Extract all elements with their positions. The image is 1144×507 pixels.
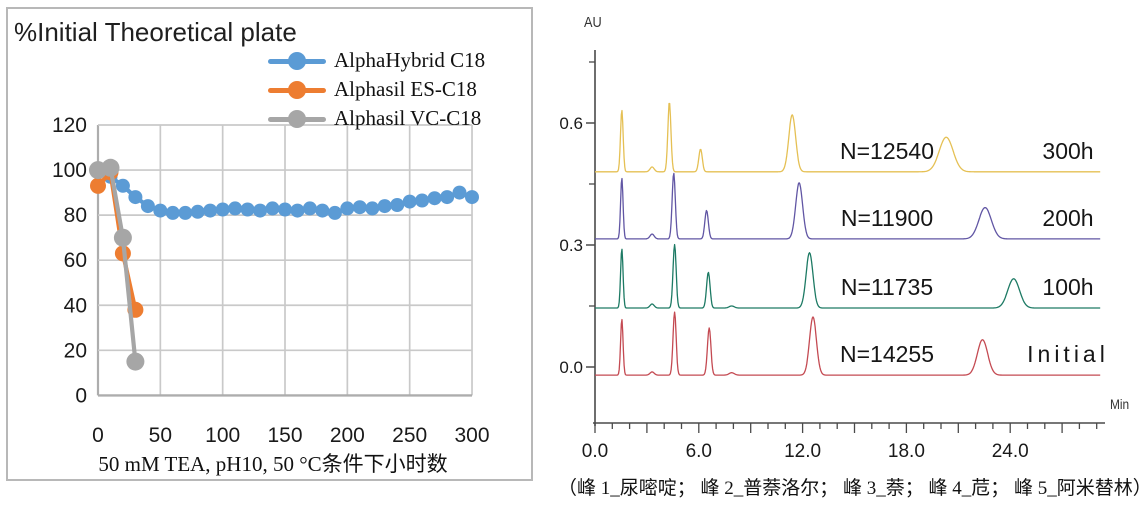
y-tick-label: 120 [52, 114, 87, 137]
x-tick-label: 250 [392, 424, 427, 447]
data-point-marker [315, 203, 330, 218]
data-point-marker [465, 190, 479, 205]
x-tick-label: 6.0 [686, 441, 712, 462]
chart-title: %Initial Theoretical plate [14, 17, 297, 47]
plate-count-label: N=11735 [841, 274, 933, 300]
x-tick-label: 0 [92, 424, 104, 447]
data-point-marker [415, 193, 430, 208]
x-tick-label: 0.0 [582, 441, 608, 462]
x-tick-label: 200 [330, 424, 365, 447]
x-tick-label: 24.0 [992, 441, 1029, 462]
chromatogram-panel: 0.0 0.3 0.6 0.0 6.0 12.0 18.0 24.0 N=12540 300h N=… [540, 0, 1144, 507]
data-point-marker [153, 203, 168, 218]
data-point-marker [140, 199, 155, 214]
y-axis-unit-label: AU [584, 14, 602, 31]
data-point-marker [165, 205, 180, 220]
chromatogram-trace-200h [595, 172, 1101, 240]
data-point-marker [265, 201, 280, 216]
data-point-marker [302, 201, 317, 216]
y-tick-label: 60 [64, 249, 87, 272]
y-tick-label: 0 [75, 384, 87, 407]
data-point-marker [178, 205, 193, 220]
data-point-marker [203, 203, 218, 218]
legend-label: AlphaHybrid C18 [334, 48, 486, 72]
legend-item-alphahybrid-c18: AlphaHybrid C18 [268, 46, 485, 75]
data-point-marker [228, 201, 243, 216]
data-point-marker [340, 201, 355, 216]
data-point-marker [402, 194, 417, 209]
legend-marker-icon [268, 51, 326, 70]
data-point-marker [253, 203, 268, 218]
trace-time-label: 100h [1042, 274, 1093, 300]
chromatogram-trace-300h [595, 102, 1101, 173]
legend-dot [288, 51, 306, 70]
legend-dot [288, 109, 306, 128]
y-tick-label: 20 [64, 339, 87, 362]
data-point-marker [90, 177, 106, 194]
data-point-marker [352, 200, 367, 215]
data-point-marker [215, 202, 230, 217]
trace-time-label: Initial [1027, 341, 1109, 367]
data-point-marker [390, 198, 405, 212]
y-tick-label: 100 [52, 159, 87, 182]
theoretical-plate-chart: 0 20 40 60 80 100 120 0 50 100 150 200 250 300 %Initi… [6, 7, 533, 481]
data-point-marker [113, 228, 132, 247]
data-point-marker [440, 190, 455, 205]
y-tick-label: 0.3 [559, 236, 583, 255]
legend-dot [288, 80, 306, 99]
data-point-marker [377, 199, 392, 214]
x-axis-unit-label: Min [1110, 396, 1130, 412]
data-point-marker [240, 202, 255, 217]
data-point-marker [101, 158, 120, 177]
data-point-marker [290, 203, 305, 218]
x-tick-label: 100 [205, 424, 240, 447]
plate-count-label: N=11900 [841, 205, 933, 231]
y-tick-label: 80 [64, 204, 87, 227]
plate-chart-plot: 0 20 40 60 80 100 120 0 50 100 150 200 250 300 [52, 114, 490, 447]
trace-time-label: 200h [1042, 205, 1093, 231]
x-tick-label: 18.0 [888, 441, 925, 462]
y-tick-label: 0.6 [559, 114, 583, 133]
legend-marker-icon [268, 109, 326, 128]
data-point-marker [452, 185, 467, 200]
data-point-marker [278, 202, 292, 217]
data-point-marker [427, 191, 442, 206]
x-tick-label: 50 [149, 424, 172, 447]
x-tick-label: 300 [454, 424, 489, 447]
x-tick-label: 150 [267, 424, 302, 447]
data-point-marker [115, 178, 130, 193]
data-point-marker [365, 201, 380, 216]
legend-label: Alphasil VC-C18 [334, 106, 482, 130]
trace-time-label: 300h [1042, 138, 1093, 164]
peak-identification-caption: （峰 1_尿嘧啶； 峰 2_普萘洛尔； 峰 3_萘； 峰 4_苊； 峰 5_阿米… [558, 478, 1144, 499]
chromatogram-trace-initial [595, 311, 1101, 376]
y-tick-label: 40 [64, 294, 87, 317]
legend-marker-icon [268, 80, 326, 99]
chart-legend: AlphaHybrid C18 Alphasil ES-C18 Alphasil V… [268, 46, 485, 133]
data-point-marker [190, 204, 205, 219]
x-axis-title: 50 mM TEA, pH10, 50 °C条件下小时数 [98, 452, 448, 476]
data-point-marker [128, 190, 143, 205]
chromatogram-plot: 0.0 0.3 0.6 0.0 6.0 12.0 18.0 24.0 N=12540 300h N=… [559, 50, 1109, 462]
y-tick-label: 0.0 [559, 358, 583, 377]
plate-count-label: N=14255 [840, 341, 934, 367]
x-tick-label: 12.0 [784, 441, 821, 462]
plate-count-label: N=12540 [840, 138, 934, 164]
legend-item-alphasil-vc-c18: Alphasil VC-C18 [268, 104, 485, 133]
legend-item-alphasil-es-c18: Alphasil ES-C18 [268, 75, 485, 104]
data-point-marker [126, 352, 145, 371]
data-point-marker [327, 205, 342, 220]
legend-label: Alphasil ES-C18 [334, 77, 477, 101]
chromatogram-trace-100h [595, 243, 1101, 309]
